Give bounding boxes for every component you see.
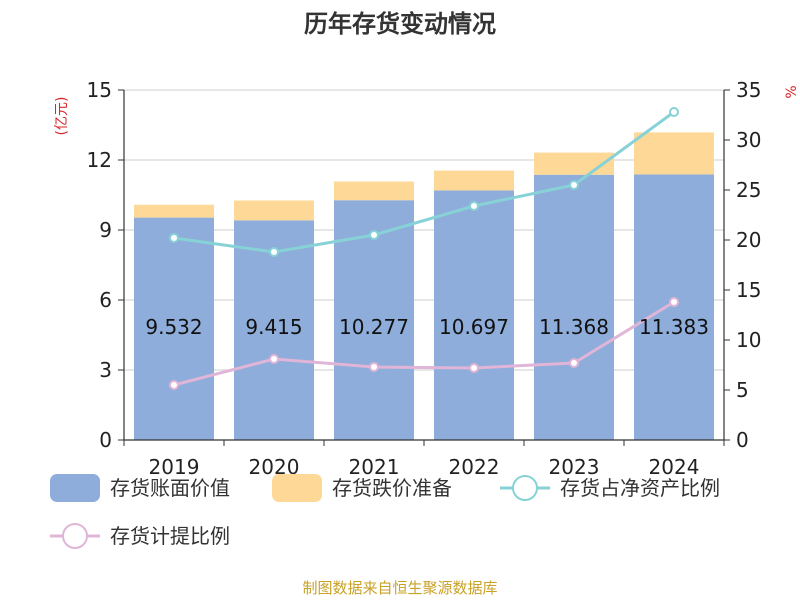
line-point: [469, 363, 479, 373]
legend-label: 存货跌价准备: [332, 476, 452, 500]
bar-data-label: 11.383: [639, 315, 709, 339]
x-tick-label: 2023: [549, 455, 600, 479]
legend-swatch: [272, 474, 322, 502]
left-axis-unit: (亿元): [54, 97, 70, 136]
bar-data-label: 9.532: [145, 315, 202, 339]
bar-impairment-reserve: [434, 170, 514, 191]
line-point: [469, 201, 479, 211]
series-line-provision-ratio: [173, 300, 675, 387]
line-point: [369, 230, 379, 240]
bar-book-value: [534, 174, 614, 440]
x-tick-label: 2021: [349, 455, 400, 479]
bar-impairment-reserve: [134, 204, 214, 218]
left-tick-label: 9: [99, 218, 112, 242]
chart-title: 历年存货变动情况: [304, 10, 496, 38]
right-tick-label: 15: [736, 278, 761, 302]
left-tick-label: 6: [99, 288, 112, 312]
line-point: [369, 362, 379, 372]
line-point: [169, 380, 179, 390]
bar-book-value: [134, 217, 214, 440]
left-tick-label: 15: [87, 78, 112, 102]
bar-layer: [134, 132, 714, 440]
line-point: [169, 233, 179, 243]
right-tick-label: 0: [736, 428, 749, 452]
line-point: [669, 297, 679, 307]
x-tick-label: 2019: [149, 455, 200, 479]
bar-book-value: [634, 174, 714, 440]
line-layer: [169, 107, 679, 390]
bar-impairment-reserve: [234, 200, 314, 221]
legend-marker: [62, 523, 88, 549]
line-point: [669, 107, 679, 117]
legend-label: 存货占净资产比例: [560, 476, 720, 500]
x-tick-label: 2022: [449, 455, 500, 479]
bar-data-label: 10.277: [339, 315, 409, 339]
right-tick-label: 30: [736, 128, 761, 152]
legend-label: 存货计提比例: [110, 524, 230, 548]
bar-data-label: 11.368: [539, 315, 609, 339]
right-tick-label: 20: [736, 228, 761, 252]
line-point: [269, 354, 279, 364]
legend-swatch: [50, 474, 100, 502]
bar-book-value: [434, 190, 514, 440]
source-note: 制图数据来自恒生聚源数据库: [302, 579, 497, 597]
right-tick-label: 5: [736, 378, 749, 402]
bar-data-label: 10.697: [439, 315, 509, 339]
right-axis-unit: %: [784, 85, 800, 98]
label-layer: 9.532 9.415 10.277 10.697 11.368 11.383: [145, 315, 709, 339]
bar-impairment-reserve: [334, 181, 414, 201]
left-tick-label: 3: [99, 358, 112, 382]
left-tick-label: 0: [99, 428, 112, 452]
right-tick-label: 10: [736, 328, 761, 352]
line-point: [569, 180, 579, 190]
bar-impairment-reserve: [634, 132, 714, 175]
legend-marker: [512, 475, 538, 501]
bar-data-label: 9.415: [245, 315, 302, 339]
right-tick-label: 25: [736, 178, 761, 202]
series-line-net-asset-ratio: [173, 110, 675, 254]
x-tick-label: 2024: [649, 455, 700, 479]
left-tick-label: 12: [87, 148, 112, 172]
right-tick-label: 35: [736, 78, 761, 102]
line-point: [269, 247, 279, 257]
legend-label: 存货账面价值: [110, 476, 230, 500]
line-point: [569, 358, 579, 368]
